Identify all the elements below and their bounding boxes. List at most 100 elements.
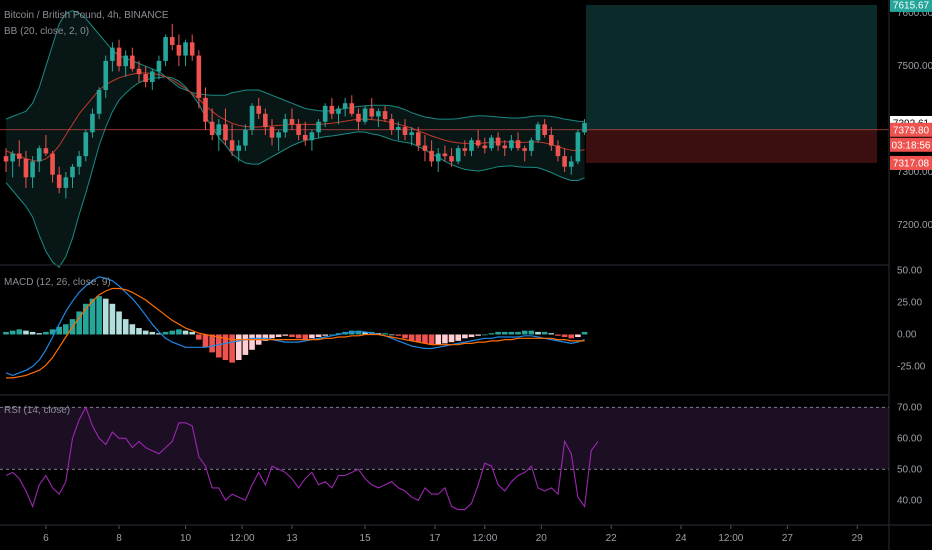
candle[interactable] — [36, 145, 42, 173]
candle[interactable] — [83, 129, 89, 162]
candle[interactable] — [422, 134, 428, 162]
candle[interactable] — [23, 150, 29, 188]
candle[interactable] — [555, 140, 561, 162]
candle[interactable] — [509, 134, 514, 151]
candle[interactable] — [96, 87, 102, 120]
candle[interactable] — [515, 132, 521, 151]
candle[interactable] — [249, 103, 255, 135]
chart-title[interactable]: Bitcoin / British Pound, 4h, BINANCE — [4, 10, 169, 21]
candle[interactable] — [336, 105, 341, 125]
candle[interactable] — [10, 150, 15, 178]
candle[interactable] — [43, 134, 49, 157]
rsi-pane[interactable] — [0, 405, 889, 511]
candle[interactable] — [123, 50, 128, 77]
candle[interactable] — [136, 60, 142, 83]
candle[interactable] — [269, 119, 275, 146]
candle[interactable] — [342, 97, 348, 117]
candle[interactable] — [575, 129, 581, 165]
price-pane[interactable] — [0, 10, 889, 269]
candle[interactable] — [322, 103, 328, 128]
macd-histogram-bar — [49, 329, 56, 335]
candle[interactable] — [289, 108, 295, 130]
candle[interactable] — [263, 108, 268, 135]
candle[interactable] — [462, 140, 468, 157]
candle[interactable] — [63, 172, 69, 199]
candle[interactable] — [376, 108, 381, 128]
candle[interactable] — [309, 129, 315, 151]
candle[interactable] — [542, 119, 547, 138]
candle[interactable] — [183, 39, 188, 67]
candle[interactable] — [203, 87, 208, 130]
candle[interactable] — [76, 150, 82, 175]
candle[interactable] — [535, 121, 541, 143]
candle[interactable] — [316, 119, 321, 138]
candle[interactable] — [90, 108, 95, 138]
candle[interactable] — [223, 108, 228, 146]
candle[interactable] — [349, 95, 355, 117]
candle[interactable] — [276, 129, 281, 151]
macd-histogram-bar — [362, 331, 368, 335]
candle[interactable] — [362, 105, 368, 125]
rsi-legend[interactable]: RSI (14, close) — [4, 405, 71, 416]
candle[interactable] — [56, 166, 62, 194]
macd-pane[interactable] — [3, 276, 588, 379]
candle[interactable] — [529, 137, 534, 157]
candle[interactable] — [283, 113, 288, 138]
candle[interactable] — [176, 34, 182, 67]
candle[interactable] — [356, 108, 361, 130]
candle[interactable] — [209, 108, 215, 141]
candle[interactable] — [143, 66, 148, 88]
candle[interactable] — [116, 39, 122, 72]
candle[interactable] — [442, 145, 448, 162]
candle[interactable] — [30, 156, 35, 188]
candle[interactable] — [449, 148, 454, 167]
candle[interactable] — [389, 113, 394, 135]
candle[interactable] — [17, 140, 22, 167]
rsi-tick-label: 50.00 — [897, 464, 922, 475]
candle[interactable] — [502, 140, 508, 157]
candle[interactable] — [435, 148, 441, 173]
candle[interactable] — [582, 119, 587, 135]
candle[interactable] — [302, 121, 308, 146]
candle[interactable] — [236, 140, 242, 162]
candle[interactable] — [369, 97, 375, 120]
candle[interactable] — [150, 68, 155, 90]
candle[interactable] — [396, 121, 401, 141]
candle[interactable] — [103, 55, 109, 98]
candle[interactable] — [189, 34, 195, 61]
candle[interactable] — [549, 127, 554, 151]
candle[interactable] — [50, 150, 55, 183]
x-tick-label: 12:00 — [718, 533, 743, 544]
candle[interactable] — [130, 47, 135, 72]
candle[interactable] — [409, 127, 414, 146]
candle[interactable] — [169, 23, 175, 51]
candle[interactable] — [489, 134, 494, 151]
bb-legend[interactable]: BB (20, close, 2, 0) — [4, 26, 90, 37]
candle[interactable] — [382, 105, 388, 122]
candle[interactable] — [495, 132, 501, 151]
candle[interactable] — [562, 148, 567, 173]
candle[interactable] — [469, 137, 474, 157]
candle[interactable] — [196, 50, 202, 109]
candle[interactable] — [70, 164, 75, 188]
candle[interactable] — [216, 119, 222, 151]
candle[interactable] — [296, 119, 301, 141]
candle[interactable] — [475, 129, 481, 149]
candle[interactable] — [156, 55, 162, 80]
candle[interactable] — [568, 156, 574, 175]
candle[interactable] — [455, 145, 461, 165]
candle[interactable] — [522, 145, 527, 162]
candle[interactable] — [243, 124, 248, 151]
candle[interactable] — [482, 137, 488, 154]
candle[interactable] — [329, 97, 335, 120]
candle[interactable] — [229, 124, 235, 157]
candle[interactable] — [429, 140, 434, 167]
candle[interactable] — [256, 97, 261, 120]
candle[interactable] — [110, 42, 115, 72]
candle[interactable] — [416, 127, 421, 151]
macd-legend[interactable]: MACD (12, 26, close, 9) — [4, 277, 111, 288]
candle[interactable] — [402, 119, 408, 141]
candle[interactable] — [3, 148, 9, 173]
candle[interactable] — [163, 34, 168, 67]
